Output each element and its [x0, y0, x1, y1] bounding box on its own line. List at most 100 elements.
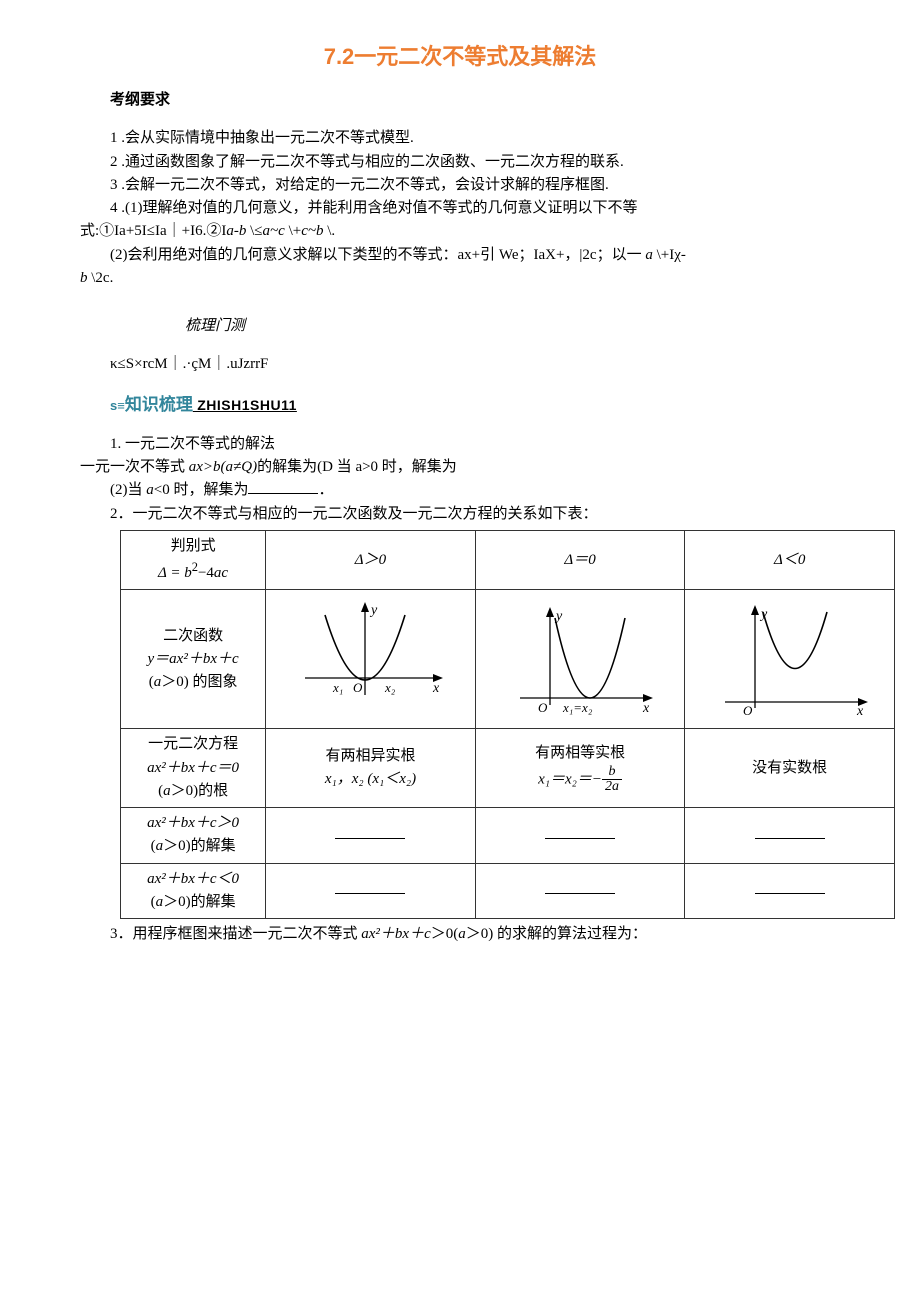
r4c1b: (a＞0)的解集 — [127, 835, 259, 858]
garbled-line: κ≤S×rcM｜.·çM｜.uJzrrF — [80, 353, 840, 376]
l1b: 的解集为(D 当 a>0 时，解集为 — [257, 459, 457, 475]
row-graph-label: 二次函数 y＝ax²＋bx＋c (a＞0) 的图象 — [121, 590, 266, 729]
r1c1b: Δ = b2−4ac — [127, 558, 259, 585]
svg-text:O: O — [743, 703, 753, 718]
combing-label: 梳理门测 — [80, 315, 840, 338]
blank-fill-c — [755, 824, 825, 839]
gt0-sol-3 — [685, 808, 895, 864]
r1c1c: −4 — [198, 565, 214, 581]
r4c1a: ax²＋bx＋c＞0 — [127, 812, 259, 835]
l2it: a — [146, 482, 154, 498]
r3c1c: (a＞0)的根 — [127, 780, 259, 803]
zsl-prefix: s≡ — [110, 398, 125, 413]
section-3-head: 3．用程序框图来描述一元二次不等式 ax²＋bx＋c＞0(a＞0) 的求解的算法… — [80, 923, 840, 946]
section-2-head: 2．一元二次不等式与相应的一元二次函数及一元二次方程的关系如下表： — [80, 503, 840, 526]
blank-fill-b — [545, 824, 615, 839]
kg4d-it: b — [80, 270, 88, 286]
l2b: <0 时，解集为 — [154, 482, 249, 498]
l1it: ax>b(a≠Q) — [189, 459, 257, 475]
lt0-sol-3 — [685, 863, 895, 919]
blank-fill-f — [755, 880, 825, 895]
zsl-main: 知识梳理 — [125, 395, 193, 414]
r3c2b: x₁，x₂ (x₁＜x₂) — [272, 768, 469, 791]
r3c3b: x₁＝x₂＝−b2a — [482, 765, 679, 795]
roots-distinct: 有两相异实根 x₁，x₂ (x₁＜x₂) — [266, 729, 476, 808]
r1c1c-it: ac — [214, 565, 228, 581]
kg4b-text: 式:①Ia+5I≤Ia｜+I6.②I — [80, 223, 226, 239]
r3c3b-l: x₁＝x₂＝− — [538, 771, 602, 787]
r5c1a: ax²＋bx＋c＜0 — [127, 868, 259, 891]
r3c2a: 有两相异实根 — [272, 745, 469, 768]
r3c1a: 一元二次方程 — [127, 733, 259, 756]
graph-two-roots: y x₁ O x₂ x — [266, 590, 476, 729]
kg4b-it1: a-b — [226, 223, 246, 239]
parabola-tangent-svg: y O x₁=x₂ x — [495, 600, 665, 718]
r2c1b: y＝ax²＋bx＋c — [127, 648, 259, 671]
row-gt0-label: ax²＋bx＋c＞0 (a＞0)的解集 — [121, 808, 266, 864]
kg-item-4-line2: 式:①Ia+5I≤Ia｜+I6.②Ia-b \≤a~c \+c~b \. — [80, 220, 840, 243]
kg-item-1: 1 .会从实际情境中抽象出一元二次不等式模型. — [80, 127, 840, 150]
kg4b-t4: \. — [323, 223, 335, 239]
r1c4: Δ＜0 — [774, 552, 805, 568]
lt0-sol-2 — [475, 863, 685, 919]
kg4b-t2: \≤ — [246, 223, 262, 239]
kg-item-4-line4: b \2c. — [80, 267, 840, 290]
th-delta-lt0: Δ＜0 — [685, 530, 895, 590]
kgyq-heading: 考纲要求 — [80, 89, 840, 112]
kg4b-it2: a~c — [263, 223, 285, 239]
kg4c-a: (2)会利用绝对值的几何意义求解以下类型的不等式：ax+引 We；IaX+，|2… — [110, 247, 645, 263]
graph-tangent: y O x₁=x₂ x — [475, 590, 685, 729]
kg-item-3: 3 .会解一元二次不等式，对给定的一元二次不等式，会设计求解的程序框图. — [80, 174, 840, 197]
line-solution-2: (2)当 a<0 时，解集为 ． — [80, 479, 840, 502]
fraction-b-over-2a: b2a — [602, 765, 622, 795]
svg-text:O: O — [538, 700, 548, 715]
gt0-sol-1 — [266, 808, 476, 864]
parabola-noroot-svg: y O x — [705, 600, 875, 718]
frac-den: 2a — [602, 780, 622, 795]
kg4b-it3: c~b — [301, 223, 323, 239]
blank-fill-e — [545, 880, 615, 895]
svg-text:O: O — [353, 680, 363, 695]
graph-no-root: y O x — [685, 590, 895, 729]
r5c1b: (a＞0)的解集 — [127, 891, 259, 914]
r1c2: Δ＞0 — [355, 552, 386, 568]
page-title: 7.2一元二次不等式及其解法 — [80, 40, 840, 74]
r1c3: Δ＝0 — [564, 552, 595, 568]
blank-fill-a — [335, 824, 405, 839]
r1c1b-it: Δ = b — [158, 565, 192, 581]
blank-fill-d — [335, 880, 405, 895]
section-1-head: 1. 一元二次不等式的解法 — [80, 433, 840, 456]
zsl-roman: ZHISH1SHU11 — [193, 397, 297, 413]
svg-text:x₁=x₂: x₁=x₂ — [562, 700, 593, 715]
row-lt0-label: ax²＋bx＋c＜0 (a＞0)的解集 — [121, 863, 266, 919]
svg-text:y: y — [759, 607, 768, 622]
r2c1a: 二次函数 — [127, 625, 259, 648]
svg-text:x: x — [642, 701, 650, 716]
kg-item-4-line1: 4 .(1)理解绝对值的几何意义，并能利用含绝对值不等式的几何意义证明以下不等 — [80, 197, 840, 220]
gt0-sol-2 — [475, 808, 685, 864]
roots-none: 没有实数根 — [685, 729, 895, 808]
l2a: (2)当 — [110, 482, 146, 498]
svg-text:y: y — [554, 609, 563, 624]
line-solution-1: 一元一次不等式 ax>b(a≠Q)的解集为(D 当 a>0 时，解集为 — [80, 456, 840, 479]
relation-table: 判别式 Δ = b2−4ac Δ＞0 Δ＝0 Δ＜0 二次函数 y＝ax²＋bx… — [120, 530, 895, 919]
parabola-two-roots-svg: y x₁ O x₂ x — [285, 600, 455, 718]
l2c: ． — [318, 482, 333, 498]
frac-num: b — [602, 765, 622, 781]
th-delta-eq0: Δ＝0 — [475, 530, 685, 590]
r3c3a: 有两相等实根 — [482, 742, 679, 765]
r2c1c: (a＞0) 的图象 — [127, 671, 259, 694]
kg-item-4-line3: (2)会利用绝对值的几何意义求解以下类型的不等式：ax+引 We；IaX+，|2… — [80, 244, 840, 267]
r3c1b: ax²＋bx＋c＝0 — [127, 757, 259, 780]
kg4d-t: \2c. — [88, 270, 114, 286]
kg4c-b: \+Iχ- — [653, 247, 686, 263]
svg-text:x₂: x₂ — [384, 680, 396, 695]
kg4c-it: a — [645, 247, 653, 263]
svg-text:x: x — [856, 704, 864, 718]
zhishi-heading: s≡知识梳理 ZHISH1SHU11 — [80, 392, 840, 418]
lt0-sol-1 — [266, 863, 476, 919]
th-discriminant: 判别式 Δ = b2−4ac — [121, 530, 266, 590]
svg-text:y: y — [369, 603, 378, 618]
svg-text:x₁: x₁ — [332, 680, 343, 695]
r1c1a: 判别式 — [127, 535, 259, 558]
